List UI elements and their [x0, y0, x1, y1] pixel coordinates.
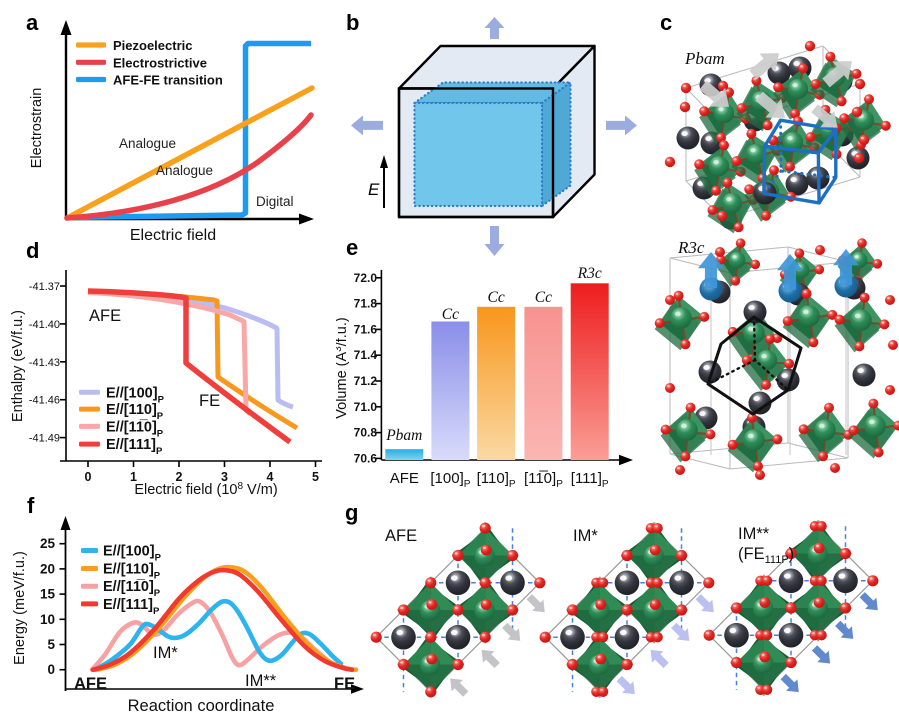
svg-text:Electrostrictive: Electrostrictive	[113, 56, 207, 71]
svg-text:AFE: AFE	[89, 307, 121, 325]
svg-text:5: 5	[312, 470, 319, 484]
svg-text:71.4: 71.4	[354, 348, 378, 362]
svg-text:Analogue: Analogue	[156, 163, 213, 178]
svg-text:IM*: IM*	[573, 527, 598, 545]
svg-text:Pbam: Pbam	[385, 427, 422, 444]
svg-text:AFE: AFE	[74, 675, 107, 693]
svg-text:70.6: 70.6	[354, 451, 378, 465]
svg-text:Volume (Å3/f.u.): Volume (Å3/f.u.)	[336, 317, 350, 418]
svg-text:R3c: R3c	[577, 265, 602, 282]
svg-text:AFE-FE transition: AFE-FE transition	[113, 73, 223, 88]
svg-text:4: 4	[267, 470, 274, 484]
svg-text:[100]P: [100]P	[430, 470, 470, 490]
svg-text:Cc: Cc	[487, 289, 504, 306]
svg-text:71.2: 71.2	[354, 374, 378, 388]
svg-text:5: 5	[47, 637, 55, 652]
svg-text:E//[111]P: E//[111]P	[103, 597, 160, 617]
svg-text:-41.37: -41.37	[29, 281, 60, 293]
svg-text:AFE: AFE	[385, 527, 417, 545]
svg-text:IM*: IM*	[153, 644, 178, 662]
svg-text:[110]P: [110]P	[477, 470, 516, 490]
svg-text:15: 15	[40, 587, 56, 602]
svg-text:IM**: IM**	[245, 672, 277, 690]
svg-text:-41.43: -41.43	[29, 357, 60, 369]
svg-text:71.0: 71.0	[354, 400, 378, 414]
svg-text:10: 10	[40, 612, 55, 627]
svg-text:72.0: 72.0	[354, 271, 378, 285]
svg-text:Enthalpy (eV/f.u.): Enthalpy (eV/f.u.)	[10, 310, 26, 422]
svg-text:Digital: Digital	[256, 194, 294, 209]
svg-text:(FE111P): (FE111P)	[738, 545, 794, 566]
svg-text:3: 3	[221, 470, 228, 484]
svg-text:Cc: Cc	[442, 306, 459, 323]
svg-text:E//[110]P: E//[110]P	[106, 402, 164, 422]
svg-text:E//[111]P: E//[111]P	[106, 437, 163, 457]
svg-text:E: E	[368, 180, 380, 199]
svg-text:E//[11̅0]P: E//[11̅0]P	[103, 579, 161, 599]
svg-text:Energy (meV/f.u.): Energy (meV/f.u.)	[12, 551, 28, 665]
svg-text:IM**: IM**	[738, 525, 770, 543]
svg-text:71.6: 71.6	[354, 322, 378, 336]
svg-text:70.8: 70.8	[354, 426, 378, 440]
svg-text:E//[100]P: E//[100]P	[106, 385, 165, 405]
svg-text:AFE: AFE	[390, 470, 419, 487]
svg-text:Electric field: Electric field	[130, 227, 216, 244]
svg-text:Electrostrain: Electrostrain	[29, 88, 45, 169]
svg-text:-41.49: -41.49	[29, 433, 60, 445]
svg-text:20: 20	[40, 561, 55, 576]
svg-text:[111]P: [111]P	[571, 470, 609, 490]
svg-text:FE: FE	[334, 675, 355, 693]
svg-text:E//[110]P: E//[110]P	[103, 562, 161, 582]
svg-text:71.8: 71.8	[354, 297, 378, 311]
svg-text:E//[100]P: E//[100]P	[103, 544, 162, 564]
svg-text:2: 2	[176, 470, 183, 484]
svg-text:[11̅0]P: [11̅0]P	[524, 470, 563, 490]
svg-text:Pbam: Pbam	[684, 49, 725, 68]
svg-text:E//[11̅0]P: E//[11̅0]P	[106, 419, 164, 439]
svg-text:Cc: Cc	[535, 289, 552, 306]
svg-text:Piezoelectric: Piezoelectric	[113, 38, 193, 53]
svg-text:Reaction coordinate: Reaction coordinate	[128, 697, 275, 715]
svg-text:Analogue: Analogue	[119, 136, 176, 151]
svg-text:1: 1	[130, 470, 137, 484]
svg-text:0: 0	[47, 662, 55, 677]
svg-text:FE: FE	[199, 392, 220, 410]
svg-text:R3c: R3c	[677, 238, 705, 257]
svg-text:25: 25	[40, 536, 56, 551]
svg-text:0: 0	[85, 470, 92, 484]
svg-text:-41.40: -41.40	[29, 319, 60, 331]
svg-text:-41.46: -41.46	[29, 395, 60, 407]
